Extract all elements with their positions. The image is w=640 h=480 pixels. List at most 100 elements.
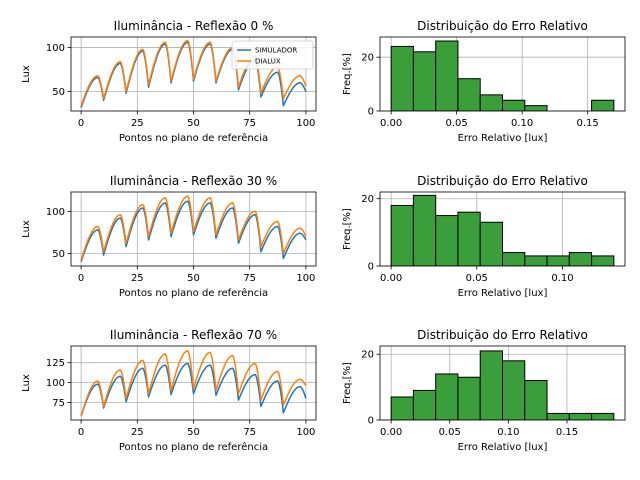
histogram-bar-1 — [412, 389, 437, 420]
y-axis-label: Freq.[%] — [342, 53, 353, 95]
x-tick-label-1: 0.05 — [466, 273, 488, 284]
x-tick-label-3: 0.15 — [556, 427, 578, 438]
y-axis-label: Lux — [21, 220, 32, 238]
x-tick-label-1: 25 — [131, 273, 144, 284]
histogram-bar-4 — [479, 350, 503, 420]
x-tick-label-2: 0.10 — [511, 118, 533, 129]
histogram-bar-2 — [435, 373, 459, 420]
y-tick-label-0: 0 — [368, 416, 374, 427]
x-tick-label-3: 75 — [243, 273, 256, 284]
y-tick-label-0: 0 — [368, 107, 374, 118]
histogram-bar-3 — [457, 211, 481, 266]
histogram-bar-2 — [435, 215, 459, 266]
x-tick-label-4: 100 — [296, 427, 315, 438]
histogram-bar-0 — [390, 204, 414, 266]
x-tick-label-1: 25 — [131, 427, 144, 438]
x-tick-label-2: 50 — [187, 118, 200, 129]
x-tick-label-2: 50 — [187, 427, 200, 438]
histogram-bar-6 — [524, 105, 548, 111]
x-tick-label-3: 75 — [243, 118, 256, 129]
plot-area — [80, 195, 307, 263]
histogram-bar-1 — [412, 194, 437, 266]
plot-area — [80, 350, 307, 417]
chart-title: Iluminância - Reflexão 70 % — [110, 328, 277, 342]
x-tick-label-1: 0.05 — [446, 118, 468, 129]
y-tick-label-2: 125 — [46, 358, 65, 369]
legend-label-1: DIALUX — [255, 58, 281, 66]
plot-area — [390, 40, 615, 111]
x-axis-label: Erro Relativo [lux] — [458, 133, 548, 144]
histogram-bar-4 — [479, 221, 503, 266]
histogram-bar-8 — [568, 252, 593, 266]
series-line-simulador — [80, 362, 307, 417]
y-tick-label-1: 100 — [46, 378, 65, 389]
y-axis-label: Freq.[%] — [342, 208, 353, 250]
histogram-bar-9 — [591, 99, 615, 111]
x-axis-label: Erro Relativo [lux] — [458, 442, 548, 453]
x-axis-label: Erro Relativo [lux] — [458, 288, 548, 299]
histogram-bar-3 — [457, 376, 481, 420]
legend: SIMULADOR DIALUX — [231, 40, 314, 70]
plot-area — [80, 39, 307, 108]
histogram-bar-1 — [412, 51, 437, 111]
y-tick-label-1: 100 — [46, 43, 65, 54]
y-tick-label-1: 20 — [361, 53, 374, 64]
histogram-bar-7 — [546, 255, 570, 266]
y-axis-label: Lux — [21, 65, 32, 83]
histogram-bar-5 — [502, 99, 526, 111]
x-tick-label-0: 0.00 — [380, 118, 402, 129]
histogram-6: 0.00 0.05 0.10 0.15 0 20 Distribuição do Erro … — [342, 328, 626, 453]
y-tick-label-0: 50 — [52, 249, 65, 260]
x-tick-label-0: 0 — [78, 427, 84, 438]
x-axis-label: Pontos no plano de referência — [119, 441, 268, 453]
line-chart-5: 0 25 50 75 100 75 100 125 Iluminância - Reflexão… — [21, 328, 317, 453]
axes-frame — [379, 191, 626, 267]
y-tick-label-1: 20 — [361, 350, 374, 361]
axes-frame — [379, 345, 626, 421]
chart-title: Iluminância - Reflexão 0 % — [114, 19, 274, 33]
histogram-bar-6 — [524, 255, 548, 266]
x-tick-label-0: 0.00 — [380, 273, 402, 284]
y-tick-label-0: 50 — [52, 87, 65, 98]
series-line-dialux — [80, 195, 307, 261]
histogram-bar-6 — [524, 380, 548, 420]
line-chart-1: 0 25 50 75 100 50 100 Iluminância - Reflexão 0 … — [21, 19, 317, 144]
y-tick-label-1: 20 — [361, 194, 374, 205]
histogram-bar-2 — [435, 40, 459, 111]
x-tick-label-0: 0 — [78, 273, 84, 284]
x-tick-label-4: 100 — [296, 118, 315, 129]
histogram-bar-5 — [502, 360, 526, 420]
x-tick-label-4: 100 — [296, 273, 315, 284]
x-axis-label: Pontos no plano de referência — [119, 132, 268, 144]
x-tick-label-2: 50 — [187, 273, 200, 284]
histogram-bar-8 — [568, 412, 593, 420]
histogram-2: 0.00 0.05 0.10 0.15 0 20 Distribuição do Erro … — [342, 19, 626, 144]
series-line-simulador — [80, 41, 307, 108]
plot-area — [390, 194, 615, 266]
legend-label-0: SIMULADOR — [255, 47, 297, 55]
x-axis-label: Pontos no plano de referência — [119, 287, 268, 299]
x-tick-label-1: 0.05 — [439, 427, 461, 438]
x-tick-label-3: 75 — [243, 427, 256, 438]
y-tick-label-0: 75 — [52, 398, 65, 409]
histogram-bar-7 — [546, 412, 570, 420]
chart-title: Iluminância - Reflexão 30 % — [110, 174, 277, 188]
histogram-bar-0 — [390, 45, 414, 111]
x-tick-label-2: 0.10 — [497, 427, 519, 438]
histogram-bar-3 — [457, 78, 481, 111]
x-tick-label-0: 0.00 — [380, 427, 402, 438]
x-tick-label-0: 0 — [78, 118, 84, 129]
histogram-bar-9 — [591, 255, 615, 266]
line-chart-3: 0 25 50 75 100 50 100 Iluminância - Reflexão 30… — [21, 174, 317, 299]
plot-area — [390, 350, 615, 420]
histogram-bar-5 — [502, 252, 526, 266]
histogram-bar-0 — [390, 396, 414, 420]
chart-title: Distribuição do Erro Relativo — [417, 328, 588, 342]
chart-title: Distribuição do Erro Relativo — [417, 19, 588, 33]
series-line-dialux — [80, 39, 307, 106]
legend-box — [231, 40, 314, 70]
y-axis-label: Lux — [21, 374, 32, 392]
series-line-simulador — [80, 200, 307, 263]
y-tick-label-0: 0 — [368, 262, 374, 273]
